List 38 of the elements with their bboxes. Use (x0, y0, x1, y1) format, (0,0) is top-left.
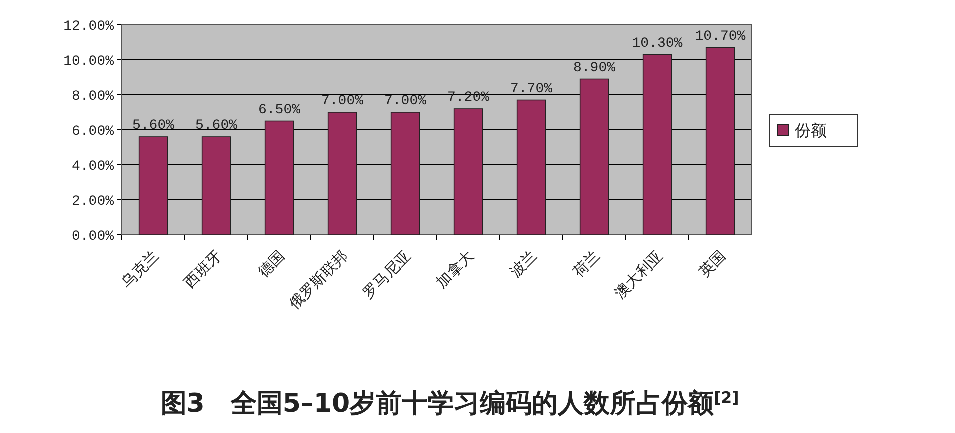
legend-label: 份额 (795, 121, 827, 140)
bar (202, 136, 232, 236)
bar (328, 112, 358, 236)
bar (390, 112, 420, 236)
data-label: 5.60% (195, 118, 238, 134)
x-tick-label: 加拿大 (432, 247, 478, 292)
data-label: 10.70% (695, 28, 746, 45)
data-label: 10.30% (632, 36, 684, 52)
bar (580, 78, 610, 236)
y-tick-label: 0.00% (72, 229, 115, 245)
y-tick-label: 10.00% (64, 54, 115, 70)
bar (706, 47, 736, 236)
x-tick-label: 荷兰 (569, 247, 604, 282)
bar (642, 54, 672, 236)
y-tick-label: 6.00% (72, 124, 115, 140)
data-label: 7.00% (321, 94, 364, 110)
data-label: 8.90% (573, 60, 616, 76)
x-tick-label: 俄罗斯联邦 (286, 247, 352, 313)
x-tick-label: 罗马尼亚 (359, 247, 414, 302)
data-label: 5.60% (132, 118, 176, 134)
x-tick-label: 西班牙 (180, 247, 226, 292)
y-tick-label: 12.00% (64, 19, 115, 35)
bar (516, 100, 546, 236)
text: 图3 全国5–10岁前十学习编码的人数所占份额$^{[2]}$ (160, 389, 740, 419)
data-label: 7.00% (384, 94, 428, 110)
data-label: 6.50% (258, 102, 302, 118)
x-tick-label: 英国 (695, 247, 730, 282)
x-tick-label: 澳大利亚 (611, 247, 666, 302)
data-label: 7.70% (510, 81, 554, 98)
y-tick-label: 4.00% (72, 159, 115, 175)
x-tick-label: 乌克兰 (118, 247, 162, 292)
x-tick-label: 德国 (254, 247, 288, 282)
x-tick-label: 波兰 (506, 247, 540, 282)
bar (454, 108, 484, 236)
y-tick-label: 8.00% (72, 89, 115, 105)
bar (138, 136, 168, 236)
y-tick-label: 2.00% (72, 194, 115, 210)
bar (264, 120, 294, 236)
